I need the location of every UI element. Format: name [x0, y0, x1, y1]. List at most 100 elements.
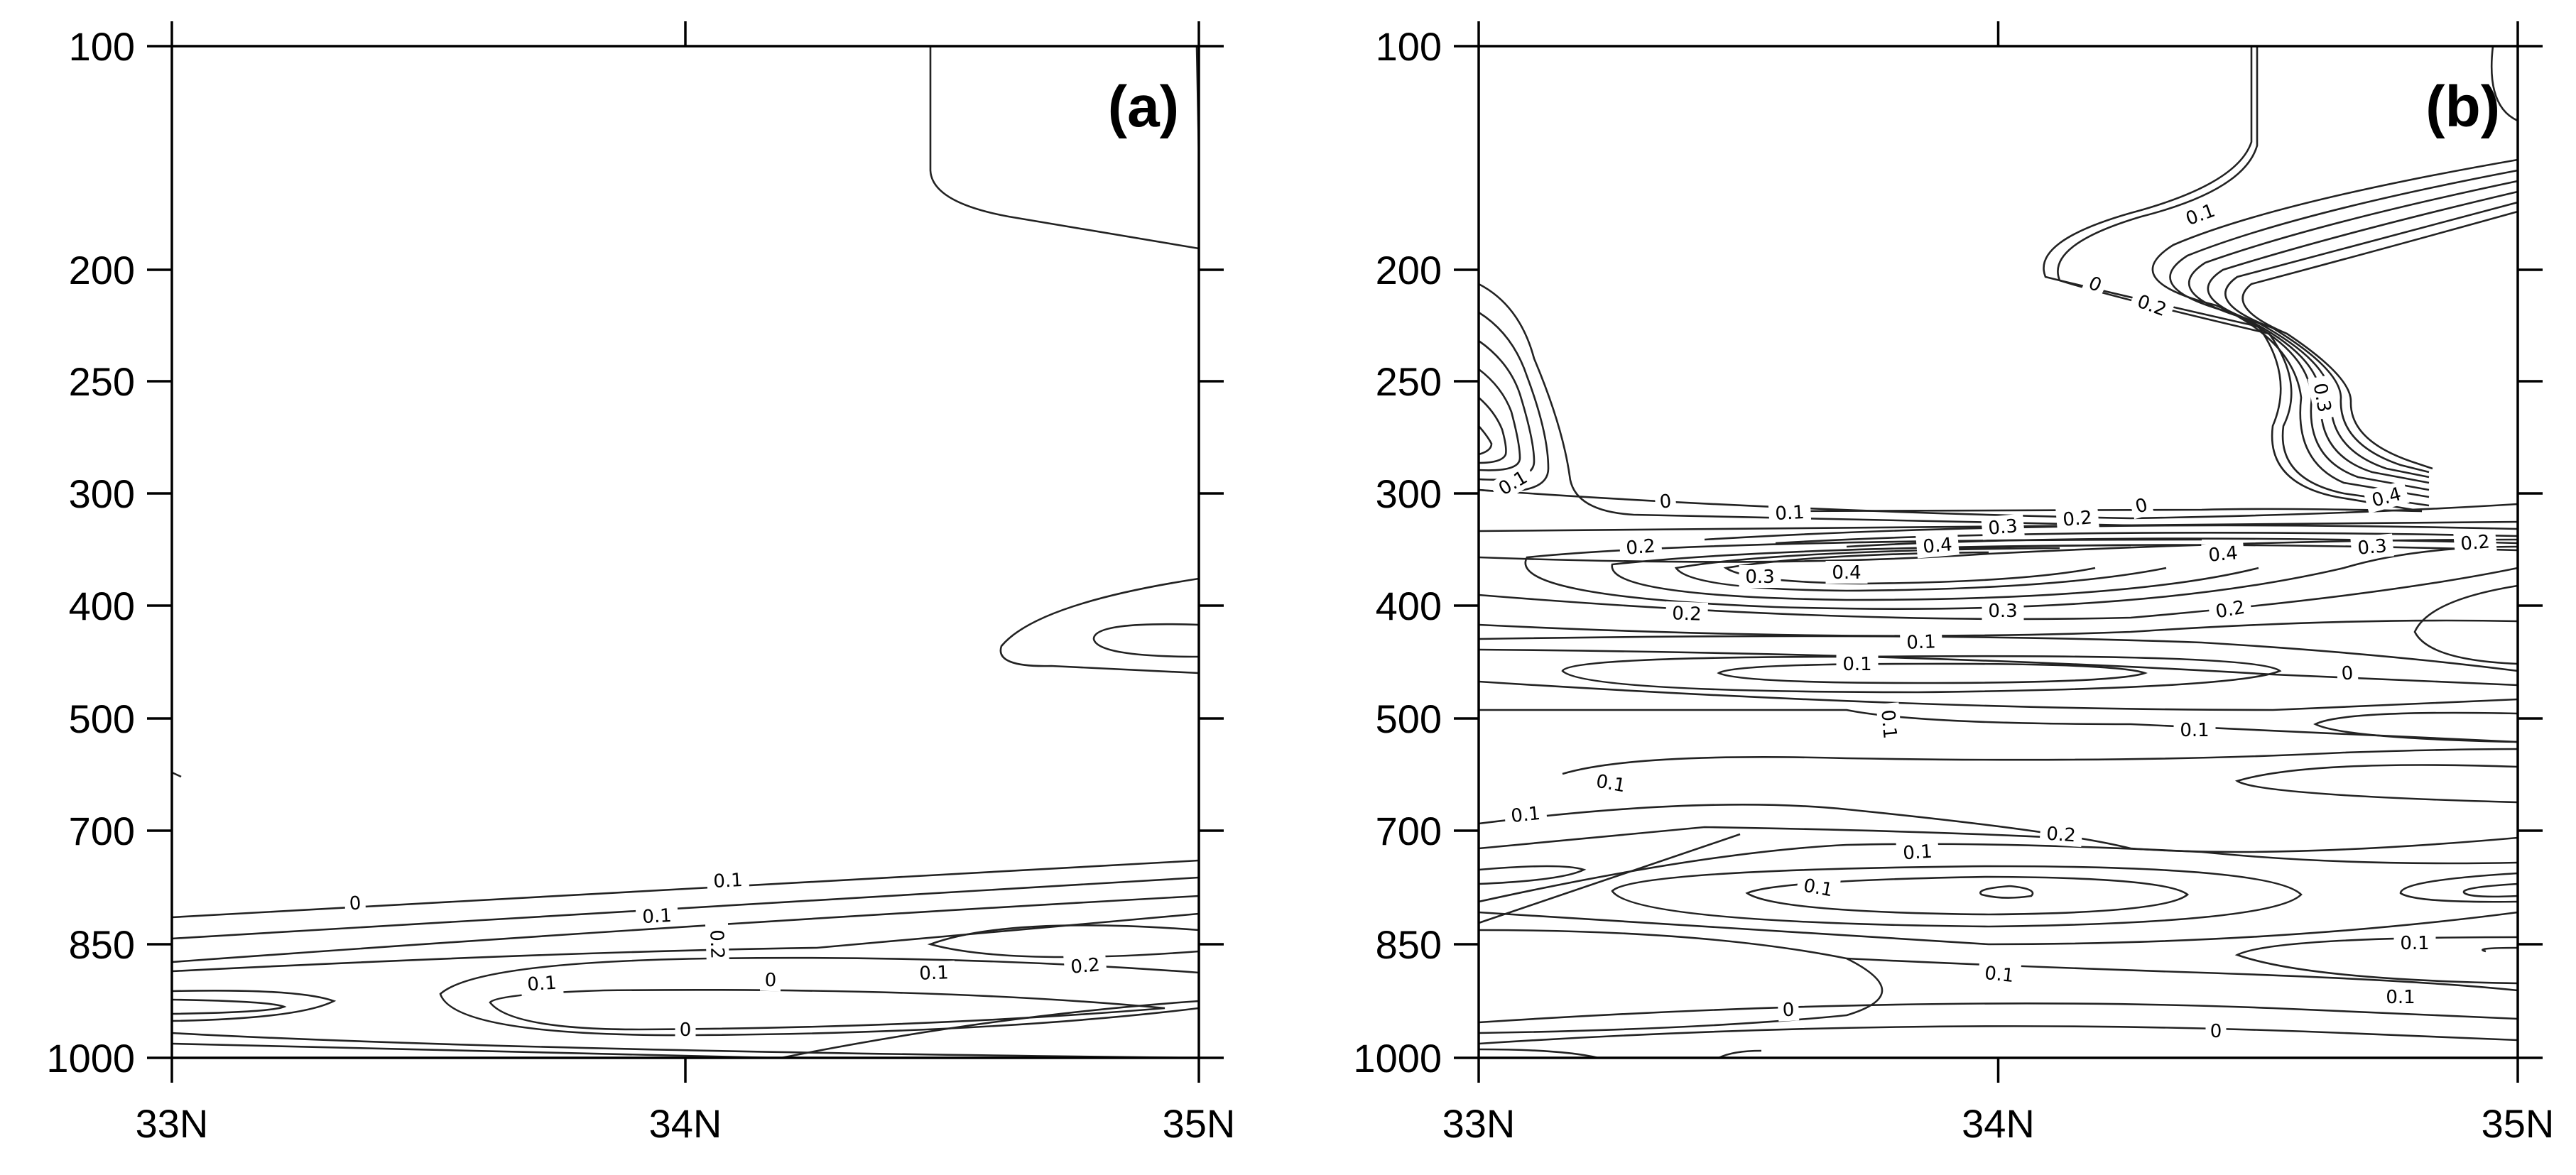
svg-text:0.1: 0.1 — [1984, 963, 2015, 987]
contour-label: 0 — [344, 891, 366, 915]
contour-label: 0.3 — [2350, 533, 2394, 560]
contour-label: 0 — [2128, 491, 2155, 520]
contour-label: 0.3 — [2308, 375, 2337, 420]
contour-line — [1478, 311, 1550, 493]
contour-label: 0.3 — [1739, 565, 1781, 588]
svg-text:0.2: 0.2 — [705, 929, 727, 959]
x-tick-label: 35N — [2482, 1101, 2555, 1146]
contour-label: 0 — [1654, 488, 1677, 514]
contour-label: 0.1 — [1899, 629, 1943, 655]
svg-text:0: 0 — [2341, 662, 2354, 684]
contour-line — [171, 998, 287, 1015]
contour-label: 0.2 — [1063, 952, 1107, 979]
contour-label: 0.1 — [635, 903, 679, 929]
x-tick-label: 34N — [1962, 1101, 2035, 1146]
contour-label: 0 — [2336, 660, 2359, 686]
panel-b-contour-labels: 0.100.20.30.40.10 0.1 0.200.20.30.4 0.4 0.3 0… — [1489, 196, 2497, 1042]
y-tick-label: 100 — [69, 24, 135, 69]
contour-label: 0.2 — [2207, 594, 2253, 624]
contour-line — [1775, 532, 2518, 545]
contour-label: 0.1 — [706, 868, 750, 893]
contour-line — [2462, 882, 2518, 898]
y-tick-label: 500 — [1376, 696, 1442, 741]
svg-text:0.1: 0.1 — [1802, 875, 1835, 902]
contour-line — [171, 895, 1200, 963]
contour-label: 0.4 — [1825, 561, 1868, 584]
contour-label: 0.2 — [705, 922, 730, 966]
contour-line — [1478, 843, 2518, 903]
contour-line — [1478, 648, 2518, 687]
contour-label: 0.1 — [1768, 500, 1812, 525]
contour-label: 0.1 — [2173, 718, 2216, 741]
contour-line — [1478, 619, 2518, 637]
contour-line — [1478, 397, 1507, 464]
contour-line — [171, 859, 1200, 919]
panel-b: 0.100.20.30.40.10 0.1 0.200.20.30.4 0.4 0.3 0… — [1353, 21, 2554, 1146]
x-tick-label: 33N — [136, 1101, 209, 1146]
svg-text:0.1: 0.1 — [642, 905, 673, 928]
svg-text:0.1: 0.1 — [1594, 771, 1627, 797]
x-tick-label: 35N — [1163, 1101, 1236, 1146]
svg-text:0.3: 0.3 — [1745, 567, 1774, 588]
contour-line — [2188, 180, 2518, 484]
panel-a-x-tick-labels: 33N 34N 35N — [136, 1101, 1236, 1146]
contour-label: 0 — [675, 1018, 696, 1041]
contour-line — [927, 924, 1200, 958]
svg-text:0.2: 0.2 — [2045, 824, 2076, 847]
svg-text:0.4: 0.4 — [1832, 562, 1861, 584]
svg-text:0.3: 0.3 — [1987, 515, 2018, 539]
svg-text:0.2: 0.2 — [1070, 954, 1101, 978]
svg-text:0: 0 — [1782, 1000, 1795, 1022]
y-tick-label: 1000 — [46, 1036, 135, 1081]
contour-label: 0.1 — [1489, 462, 1537, 503]
contour-line — [1478, 826, 2060, 850]
contour-label: 0 — [2205, 1020, 2227, 1042]
contour-line — [171, 771, 182, 778]
svg-text:0.2: 0.2 — [2460, 531, 2491, 554]
contour-label: 0.1 — [912, 960, 956, 985]
contour-label: 0.1 — [2379, 985, 2422, 1008]
contour-label: 0.2 — [2039, 821, 2083, 848]
y-tick-label: 300 — [1376, 471, 1442, 516]
contour-label: 0.2 — [2055, 505, 2099, 532]
contour-label: 0.1 — [1503, 801, 1548, 828]
y-tick-label: 1000 — [1353, 1036, 1442, 1081]
contour-line — [171, 989, 337, 1022]
contour-label: 0.1 — [1977, 961, 2022, 988]
panel-a-ticks — [147, 21, 1224, 1083]
contour-label: 0 — [759, 968, 782, 992]
svg-text:0: 0 — [349, 893, 362, 915]
y-tick-label: 100 — [1376, 24, 1442, 69]
contour-line — [1478, 1002, 2518, 1024]
panel-a: 0 0.1 0.1 0.2 0.1 0 0.1 0.2 0 100 200 250 300 400 500… — [46, 21, 1235, 1146]
contour-line — [1478, 1025, 2518, 1045]
y-tick-label: 300 — [69, 471, 135, 516]
contour-label: 0.3 — [1982, 599, 2024, 622]
y-tick-label: 700 — [1376, 809, 1442, 853]
contour-line — [2224, 201, 2518, 474]
contour-label: 0.3 — [1981, 513, 2025, 540]
contour-line — [2169, 169, 2518, 491]
svg-text:0.1: 0.1 — [919, 962, 949, 984]
contour-label: 0.1 — [1896, 838, 1940, 865]
svg-text:0.4: 0.4 — [1922, 534, 1953, 557]
contour-line — [2482, 946, 2518, 953]
panel-a-contours — [171, 45, 1200, 1059]
contour-line — [1611, 544, 2259, 601]
contour-line — [1674, 547, 2167, 592]
contour-line — [489, 988, 1165, 1031]
contour-line — [2413, 584, 2518, 665]
panel-a-frame — [170, 45, 1200, 1059]
contour-line — [1478, 635, 2518, 672]
contour-line — [171, 1032, 1200, 1059]
svg-text:0: 0 — [764, 970, 777, 992]
svg-text:0.1: 0.1 — [2400, 933, 2429, 954]
contour-line — [2151, 158, 2518, 498]
svg-text:0.1: 0.1 — [2180, 720, 2209, 741]
contour-label: 0 — [1777, 998, 1800, 1022]
y-tick-label: 200 — [1376, 248, 1442, 293]
svg-text:0.1: 0.1 — [1510, 803, 1541, 827]
y-tick-label: 250 — [69, 359, 135, 404]
svg-text:0: 0 — [680, 1020, 692, 1041]
